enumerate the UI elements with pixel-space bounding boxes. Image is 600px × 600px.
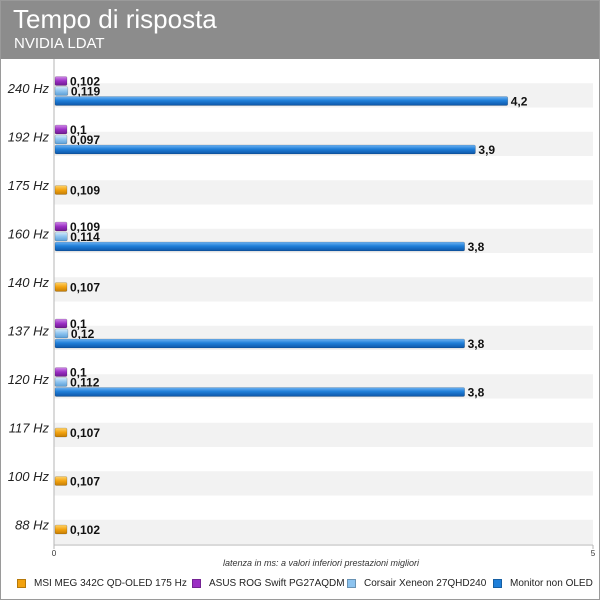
data-label-msi-117-hz: 0,107	[70, 426, 100, 440]
bar-asus-240-hz	[54, 76, 68, 86]
row-band-140-hz	[54, 277, 593, 302]
row-band-100-hz	[54, 471, 593, 496]
data-label-corsair-120-hz: 0,112	[70, 376, 100, 390]
category-label-240-hz: 240 Hz	[7, 81, 50, 96]
bar-asus-120-hz	[54, 367, 68, 377]
legend-label-corsair: Corsair Xeneon 27QHD240	[364, 578, 487, 589]
bar-corsair-240-hz	[54, 86, 69, 96]
bar-corsair-137-hz	[54, 328, 69, 339]
data-label-corsair-240-hz: 0,119	[71, 85, 101, 99]
legend-swatch-asus	[192, 579, 201, 588]
legend-item-asus: ASUS ROG Swift PG27AQDM	[192, 578, 345, 589]
bar-nonoled-240-hz	[54, 96, 509, 106]
bar-nonoled-137-hz	[54, 338, 465, 349]
data-label-msi-100-hz: 0,107	[70, 475, 100, 489]
bar-msi-100-hz	[54, 476, 68, 486]
legend-label-asus: ASUS ROG Swift PG27AQDM	[209, 578, 345, 589]
data-label-nonoled-192-hz: 3,9	[478, 143, 495, 157]
data-label-corsair-160-hz: 0,114	[70, 230, 100, 244]
bar-nonoled-160-hz	[54, 241, 465, 252]
row-bands	[54, 83, 593, 544]
data-label-asus-160-hz: 0,109	[70, 220, 100, 234]
category-label-140-hz: 140 Hz	[8, 275, 50, 290]
data-label-nonoled-120-hz: 3,8	[468, 386, 485, 400]
legend-item-msi: MSI MEG 342C QD-OLED 175 Hz	[17, 578, 187, 589]
bar-asus-137-hz	[54, 318, 68, 329]
data-label-asus-240-hz: 0,102	[70, 75, 100, 89]
data-label-corsair-192-hz: 0,097	[70, 133, 100, 147]
category-label-100-hz: 100 Hz	[8, 469, 50, 484]
category-label-88-hz: 88 Hz	[15, 518, 49, 533]
category-label-192-hz: 192 Hz	[8, 130, 50, 145]
chart-header: Tempo di risposta NVIDIA LDAT	[1, 1, 599, 59]
category-label-117-hz: 117 Hz	[9, 421, 50, 436]
bar-asus-160-hz	[54, 221, 68, 232]
bar-marks: 0,1020,1194,20,10,0973,90,1090,1090,1143…	[54, 75, 528, 537]
category-label-175-hz: 175 Hz	[8, 178, 50, 193]
category-label-120-hz: 120 Hz	[8, 372, 50, 387]
chart-subtitle: NVIDIA LDAT	[14, 35, 105, 52]
bar-asus-192-hz	[54, 124, 68, 135]
data-label-msi-88-hz: 0,102	[70, 523, 100, 537]
bar-msi-117-hz	[54, 427, 68, 438]
bar-chart: 0,1020,1194,20,10,0973,90,1090,1090,1143…	[7, 59, 596, 568]
legend-swatch-nonoled	[493, 579, 502, 588]
bar-corsair-192-hz	[54, 134, 68, 145]
row-band-117-hz	[54, 422, 593, 447]
bar-nonoled-120-hz	[54, 387, 465, 397]
bar-corsair-160-hz	[54, 231, 68, 242]
data-label-asus-120-hz: 0,1	[70, 366, 87, 380]
bar-corsair-120-hz	[54, 377, 68, 387]
data-label-nonoled-137-hz: 3,8	[468, 337, 485, 351]
x-tick-label-1: 5	[591, 549, 596, 558]
legend-swatch-corsair	[347, 579, 356, 588]
legend-label-nonoled: Monitor non OLED	[510, 578, 593, 589]
legend-item-corsair: Corsair Xeneon 27QHD240	[347, 578, 486, 589]
data-label-corsair-137-hz: 0,12	[71, 327, 95, 341]
data-label-nonoled-240-hz: 4,2	[511, 95, 528, 109]
data-label-msi-140-hz: 0,107	[70, 281, 100, 295]
bar-msi-140-hz	[54, 282, 68, 292]
data-label-asus-192-hz: 0,1	[70, 123, 87, 137]
row-band-175-hz	[54, 180, 593, 205]
bar-msi-175-hz	[54, 185, 68, 195]
bar-nonoled-192-hz	[54, 144, 476, 155]
legend-swatch-msi	[17, 579, 26, 588]
bar-msi-88-hz	[54, 524, 68, 535]
x-axis-label: latenza in ms: a valori inferiori presta…	[223, 558, 420, 568]
category-label-160-hz: 160 Hz	[8, 227, 50, 242]
chart-title: Tempo di risposta	[13, 4, 217, 34]
legend-item-nonoled: Monitor non OLED	[493, 578, 593, 589]
data-label-asus-137-hz: 0,1	[70, 317, 87, 331]
legend: MSI MEG 342C QD-OLED 175 Hz ASUS ROG Swi…	[1, 575, 599, 595]
x-tick-label-0: 0	[52, 549, 57, 558]
data-label-nonoled-160-hz: 3,8	[468, 240, 485, 254]
category-labels: 240 Hz 192 Hz 175 Hz 160 Hz 140 Hz 137 Hz 120 …	[7, 81, 50, 533]
row-band-88-hz	[54, 519, 593, 544]
category-label-137-hz: 137 Hz	[8, 324, 50, 339]
data-label-msi-175-hz: 0,109	[70, 184, 100, 198]
legend-label-msi: MSI MEG 342C QD-OLED 175 Hz	[34, 578, 187, 589]
